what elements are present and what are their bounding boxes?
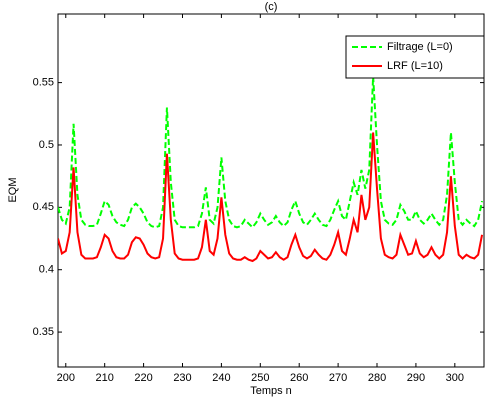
- series-line: [58, 132, 484, 263]
- y-tick-label: 0.4: [39, 264, 54, 276]
- x-tick-label: 210: [96, 372, 114, 384]
- x-tick-label: 280: [368, 372, 386, 384]
- series-line: [58, 76, 484, 229]
- x-tick-label: 260: [290, 372, 308, 384]
- x-tick-label: 270: [329, 372, 347, 384]
- x-tick-label: 220: [134, 372, 152, 384]
- x-tick-label: 200: [57, 372, 75, 384]
- y-tick-label: 0.45: [33, 201, 54, 213]
- y-axis-label: EQM: [7, 177, 19, 202]
- x-tick-label: 300: [446, 372, 464, 384]
- x-tick-label: 250: [251, 372, 269, 384]
- x-tick-label: 240: [212, 372, 230, 384]
- x-tick-label: 290: [407, 372, 425, 384]
- y-tick-label: 0.35: [33, 326, 54, 338]
- y-tick-label: 0.5: [39, 139, 54, 151]
- legend-box: [345, 35, 485, 79]
- legend-label: Filtrage (L=0): [387, 41, 453, 53]
- chart-title: (c): [265, 1, 278, 13]
- legend-label: LRF (L=10): [387, 60, 443, 72]
- y-tick-label: 0.55: [33, 77, 54, 89]
- x-axis-label: Temps n: [250, 385, 292, 397]
- x-tick-label: 230: [173, 372, 191, 384]
